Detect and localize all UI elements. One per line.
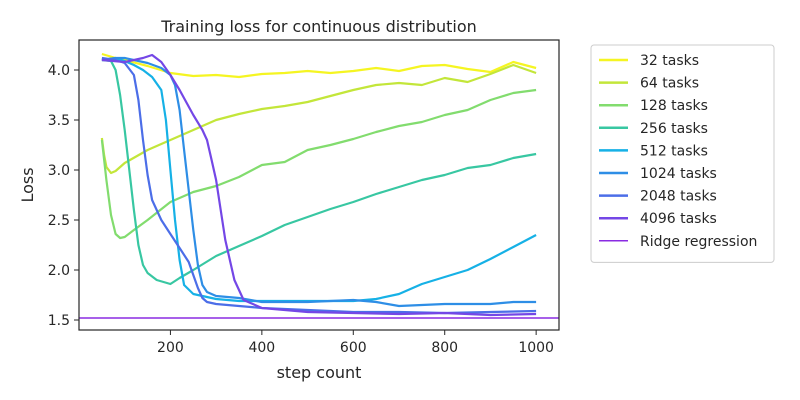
y-axis-label: Loss [18,167,37,202]
legend-label-4096-tasks: 4096 tasks [640,211,717,227]
series-line-2048-tasks [101,56,537,315]
legend: 32 tasks 64 tasks 128 tasks 256 tasks 512 ta… [590,44,775,263]
legend-box [590,44,775,263]
series-line-128-tasks [100,88,537,240]
series-line-64-tasks [100,63,537,175]
legend-label-128-tasks: 128 tasks [640,98,708,114]
x-tick-label: 1000 [518,340,554,356]
chart-title: Training loss for continuous distributio… [160,17,477,36]
series-line-1024-tasks [101,56,537,308]
series-line-512-tasks [101,56,537,303]
x-tick-label: 800 [431,340,458,356]
y-tick-label: 4.0 [48,63,70,79]
legend-label-512-tasks: 512 tasks [640,143,708,159]
x-axis-ticks: 200 400 600 800 1000 [157,330,554,356]
plot-frame [78,39,560,331]
legend-label-ridge-regression: Ridge regression [640,234,757,250]
y-tick-label: 2.5 [48,213,70,229]
x-axis-label: step count [277,363,362,382]
series-line-32-tasks [101,52,537,79]
y-axis-ticks: 1.5 2.0 2.5 3.0 3.5 4.0 [48,63,79,329]
x-tick-label: 600 [340,340,367,356]
x-tick-label: 200 [157,340,184,356]
y-tick-label: 1.5 [48,313,70,329]
series-line-4096-tasks [101,53,537,317]
series-line-256-tasks [101,58,537,286]
y-tick-label: 3.0 [48,163,70,179]
legend-label-64-tasks: 64 tasks [640,76,699,92]
legend-label-2048-tasks: 2048 tasks [640,189,717,205]
series-layer [79,52,559,319]
legend-label-256-tasks: 256 tasks [640,121,708,137]
y-tick-label: 3.5 [48,113,70,129]
legend-label-1024-tasks: 1024 tasks [640,166,717,182]
legend-label-32-tasks: 32 tasks [640,53,699,69]
y-tick-label: 2.0 [48,263,70,279]
x-tick-label: 400 [248,340,275,356]
